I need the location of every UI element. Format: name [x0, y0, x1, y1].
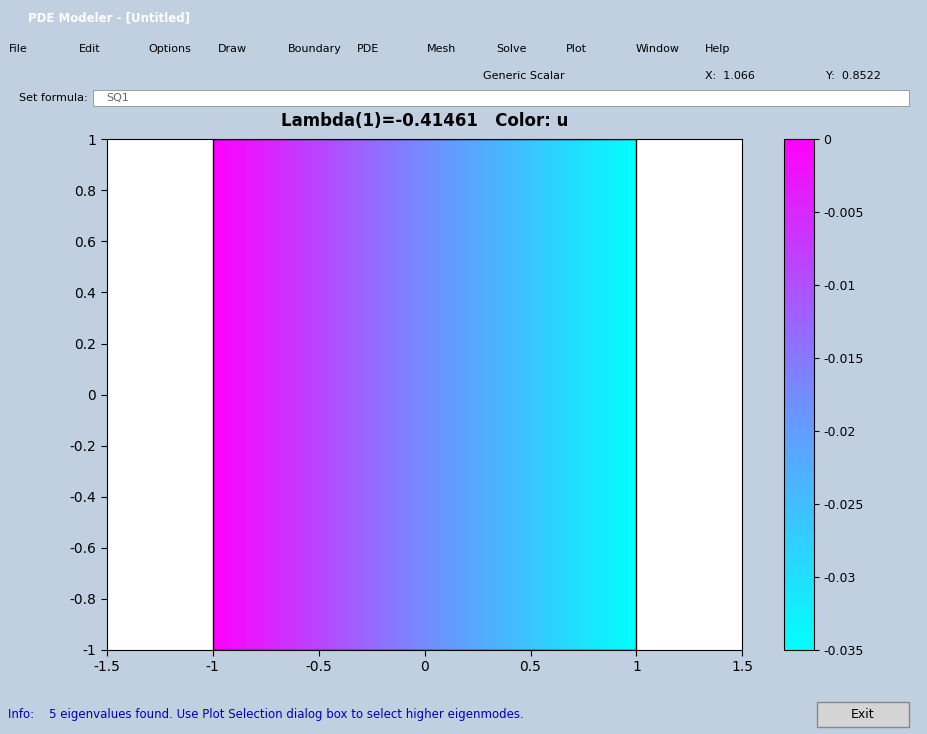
Text: Help: Help — [705, 44, 730, 54]
Text: Generic Scalar: Generic Scalar — [482, 71, 564, 81]
Text: Set formula:: Set formula: — [19, 93, 87, 103]
Text: Edit: Edit — [79, 44, 100, 54]
Bar — [212, 139, 636, 650]
Text: Boundary: Boundary — [287, 44, 341, 54]
Text: Solve: Solve — [496, 44, 527, 54]
Text: Y:  0.8522: Y: 0.8522 — [825, 71, 880, 81]
Text: Info:    5 eigenvalues found. Use Plot Selection dialog box to select higher eig: Info: 5 eigenvalues found. Use Plot Sele… — [8, 708, 523, 722]
Text: Options: Options — [148, 44, 191, 54]
Text: Draw: Draw — [218, 44, 247, 54]
Text: Window: Window — [635, 44, 679, 54]
Text: X:  1.066: X: 1.066 — [705, 71, 755, 81]
Text: File: File — [9, 44, 28, 54]
FancyBboxPatch shape — [817, 702, 908, 727]
Text: Exit: Exit — [850, 708, 874, 721]
FancyBboxPatch shape — [93, 90, 908, 106]
Text: Mesh: Mesh — [426, 44, 456, 54]
Text: PDE Modeler - [Untitled]: PDE Modeler - [Untitled] — [28, 11, 190, 24]
Text: Plot: Plot — [565, 44, 587, 54]
Title: Lambda(1)=-0.41461   Color: u: Lambda(1)=-0.41461 Color: u — [281, 112, 567, 130]
Text: PDE: PDE — [357, 44, 379, 54]
Text: SQ1: SQ1 — [107, 93, 130, 103]
